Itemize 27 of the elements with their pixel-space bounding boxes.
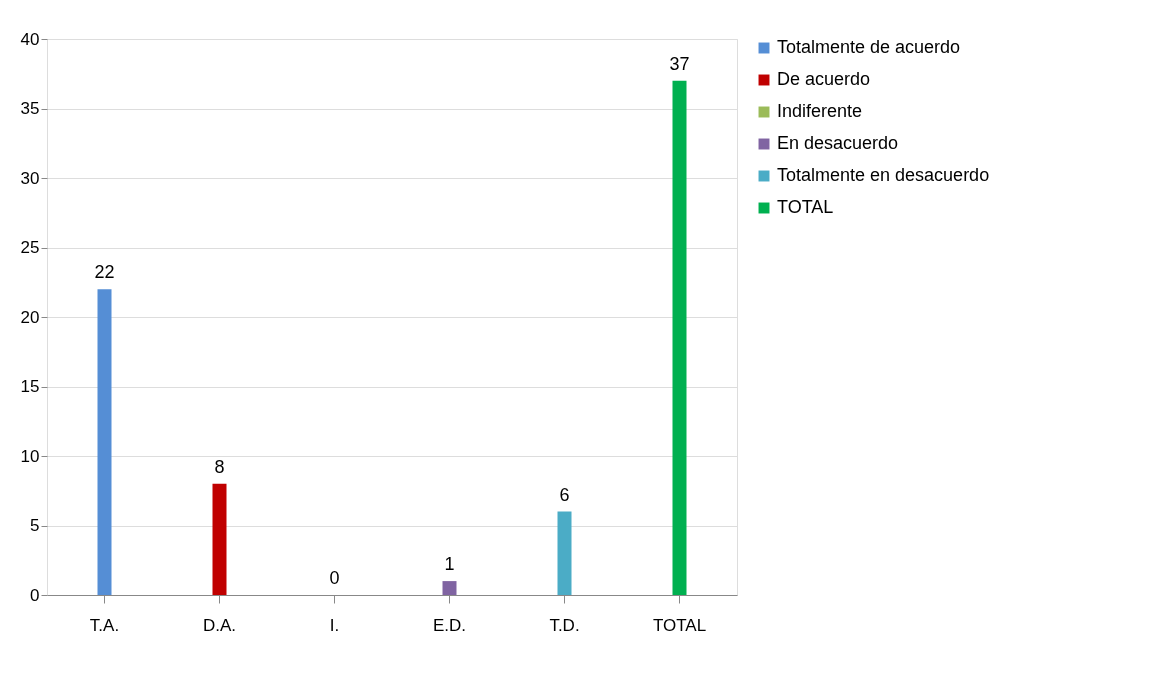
data-label: 8 — [214, 456, 225, 477]
x-tick-label: I. — [329, 615, 340, 635]
x-tick-label: T.A. — [89, 615, 120, 635]
data-label: 22 — [94, 262, 115, 283]
data-label: 37 — [669, 53, 690, 74]
y-tick-label: 0 — [30, 585, 40, 605]
y-tick-label: 15 — [20, 377, 40, 396]
legend-label: Totalmente en desacuerdo — [777, 165, 990, 185]
y-tick-label: 40 — [20, 29, 40, 49]
x-tick-label: T.D. — [549, 615, 580, 635]
data-label: 6 — [559, 484, 570, 505]
legend-label: Totalmente de acuerdo — [777, 37, 961, 57]
x-tick-label: E.D. — [432, 615, 467, 635]
data-label: 0 — [329, 568, 340, 588]
y-tick-label: 10 — [20, 446, 40, 466]
y-tick-label: 30 — [20, 168, 40, 188]
legend-label: En desacuerdo — [777, 133, 899, 153]
x-tick-label: D.A. — [202, 615, 237, 635]
data-label: 1 — [444, 554, 455, 575]
legend-label: TOTAL — [777, 197, 834, 217]
legend-label: Indiferente — [777, 101, 863, 121]
y-tick-label: 25 — [20, 238, 40, 257]
y-tick-label: 20 — [20, 307, 40, 327]
y-tick-label: 35 — [20, 99, 40, 118]
y-tick-label: 5 — [30, 516, 40, 535]
x-tick-label: TOTAL — [652, 615, 707, 635]
legend-label: De acuerdo — [777, 69, 871, 89]
